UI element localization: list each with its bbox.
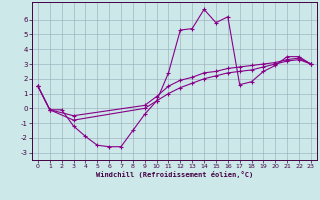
X-axis label: Windchill (Refroidissement éolien,°C): Windchill (Refroidissement éolien,°C): [96, 171, 253, 178]
